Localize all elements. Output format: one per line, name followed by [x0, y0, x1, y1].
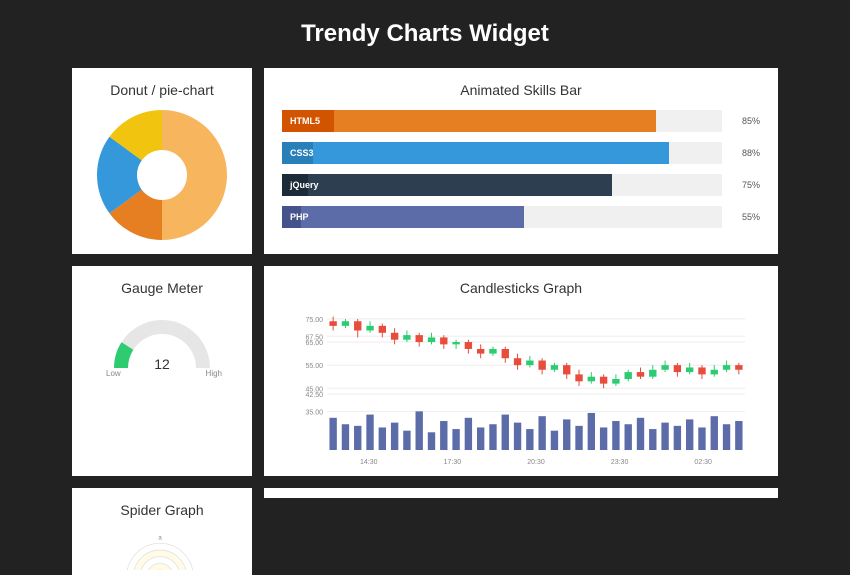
candlestick-card: Candlesticks Graph 75.0065.0055.0045.003…: [264, 266, 778, 476]
chart-grid: Donut / pie-chart Animated Skills Bar HT…: [72, 68, 778, 575]
svg-text:a: a: [158, 535, 162, 541]
svg-text:35.00: 35.00: [305, 409, 323, 416]
svg-text:14:30: 14:30: [360, 459, 378, 466]
skill-pct: 75%: [732, 180, 760, 190]
skills-title: Animated Skills Bar: [282, 82, 760, 98]
skill-bar: HTML5: [282, 110, 722, 132]
gauge-card: Gauge Meter 12 Low High: [72, 266, 252, 476]
skill-label: PHP: [290, 206, 309, 228]
skill-row: CSS3 88%: [282, 142, 760, 164]
skill-label: HTML5: [290, 110, 320, 132]
svg-text:42.50: 42.50: [305, 392, 323, 399]
skill-pct: 85%: [732, 116, 760, 126]
skill-bar: jQuery: [282, 174, 722, 196]
skill-row: HTML5 85%: [282, 110, 760, 132]
spider-chart: a: [90, 530, 230, 570]
skill-bar: PHP: [282, 206, 722, 228]
svg-text:17:30: 17:30: [444, 459, 462, 466]
svg-text:23:30: 23:30: [611, 459, 629, 466]
skill-row: jQuery 75%: [282, 174, 760, 196]
skill-pct: 88%: [732, 148, 760, 158]
gauge-low-label: Low: [106, 369, 121, 378]
svg-text:55.00: 55.00: [305, 363, 323, 370]
gauge-meter: 12 Low High: [102, 308, 222, 378]
extra-card: [264, 488, 778, 498]
skill-pct: 55%: [732, 212, 760, 222]
gauge-title: Gauge Meter: [90, 280, 234, 296]
gauge-high-label: High: [206, 369, 222, 378]
skill-row: PHP 55%: [282, 206, 760, 228]
candlestick-title: Candlesticks Graph: [282, 280, 760, 296]
candlestick-chart: 75.0065.0055.0045.0035.0067.5042.5014:30…: [282, 308, 760, 468]
skill-label: CSS3: [290, 142, 314, 164]
svg-text:75.00: 75.00: [305, 317, 323, 324]
spider-card: Spider Graph a: [72, 488, 252, 575]
skills-card: Animated Skills Bar HTML5 85% CSS3 88% jQuer…: [264, 68, 778, 254]
skill-bar: CSS3: [282, 142, 722, 164]
svg-text:20:30: 20:30: [527, 459, 545, 466]
spider-title: Spider Graph: [90, 502, 234, 518]
page-title: Trendy Charts Widget: [72, 20, 778, 48]
donut-chart: [97, 110, 227, 240]
donut-card: Donut / pie-chart: [72, 68, 252, 254]
gauge-value: 12: [154, 356, 170, 372]
svg-text:67.50: 67.50: [305, 334, 323, 341]
svg-text:02:30: 02:30: [694, 459, 712, 466]
donut-title: Donut / pie-chart: [90, 82, 234, 98]
skill-label: jQuery: [290, 174, 319, 196]
